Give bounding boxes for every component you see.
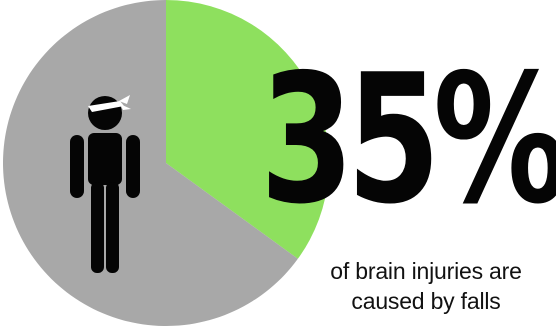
pie-slices	[2, 0, 329, 326]
caption-line-2: caused by falls	[351, 288, 501, 314]
headline-caption: of brain injuries are caused by falls	[296, 256, 556, 316]
headline-container: 35%	[260, 50, 556, 240]
pie-slice-1	[2, 0, 298, 326]
caption-line-1: of brain injuries are	[330, 258, 522, 284]
headline-percentage: 35%	[260, 50, 556, 240]
pie-slice-0	[166, 0, 329, 259]
injured-person-icon	[70, 95, 140, 273]
